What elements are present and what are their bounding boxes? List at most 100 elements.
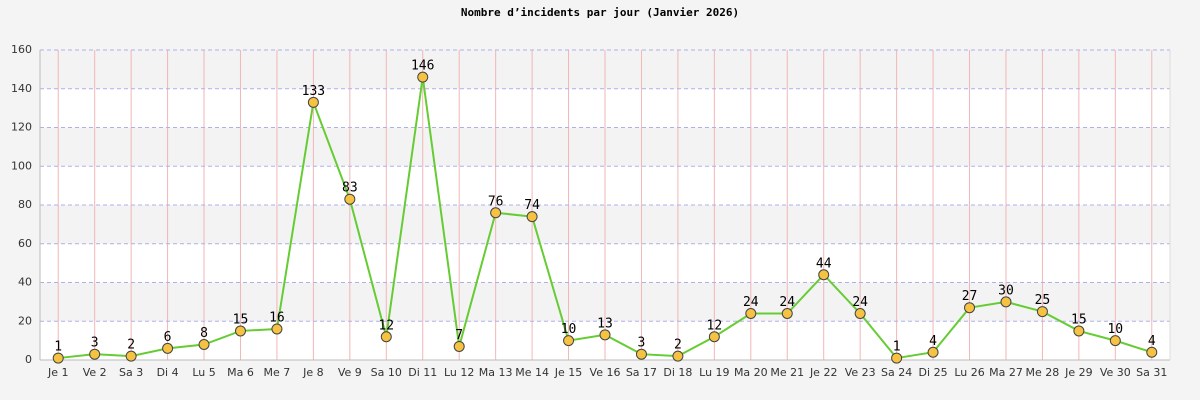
x-tick-label: Di 4	[157, 366, 179, 379]
data-label: 30	[998, 283, 1014, 298]
data-label: 24	[779, 295, 795, 310]
data-label: 1	[893, 340, 901, 355]
data-point	[781, 308, 793, 319]
data-label: 3	[91, 336, 99, 351]
data-label: 15	[1071, 312, 1087, 327]
x-tick-label: Je 1	[47, 366, 69, 379]
x-tick-label: Ma 6	[227, 366, 254, 379]
data-label: 3	[638, 336, 646, 351]
data-point	[1109, 335, 1121, 347]
data-label: 10	[561, 322, 577, 337]
x-tick-label: Ma 20	[734, 366, 768, 379]
x-tick-label: Je 29	[1064, 366, 1093, 379]
y-tick-label: 160	[11, 43, 32, 56]
data-point	[708, 331, 720, 343]
x-tick-label: Di 11	[408, 366, 437, 379]
data-label: 44	[816, 256, 832, 271]
data-label: 74	[524, 198, 540, 213]
data-point	[271, 323, 283, 335]
data-point	[563, 335, 575, 347]
data-point	[599, 329, 611, 341]
x-tick-label: Sa 24	[881, 366, 912, 379]
data-label: 4	[929, 334, 937, 349]
y-tick-label: 140	[11, 82, 32, 95]
x-tick-label: Ve 16	[590, 366, 621, 379]
data-point	[307, 96, 319, 108]
data-point	[52, 352, 64, 364]
y-tick-label: 120	[11, 121, 32, 134]
x-tick-label: Di 18	[663, 366, 692, 379]
data-point	[417, 71, 429, 83]
data-point	[1073, 325, 1085, 337]
data-point	[635, 348, 647, 360]
data-point	[1036, 306, 1048, 318]
data-label: 6	[164, 330, 172, 345]
x-tick-label: Lu 19	[699, 366, 729, 379]
data-label: 2	[674, 338, 682, 353]
data-point	[854, 308, 866, 319]
y-tick-label: 0	[25, 353, 32, 366]
x-tick-label: Ve 2	[83, 366, 107, 379]
x-tick-label: Je 22	[809, 366, 838, 379]
data-label: 27	[962, 289, 978, 304]
x-tick-label: Ma 27	[989, 366, 1023, 379]
data-point	[89, 348, 101, 360]
data-label: 24	[852, 295, 868, 310]
data-point	[198, 339, 210, 350]
x-tick-label: Lu 26	[954, 366, 984, 379]
data-label: 24	[743, 295, 759, 310]
data-point	[453, 340, 465, 352]
data-point	[490, 207, 502, 219]
x-tick-label: Ve 9	[338, 366, 362, 379]
x-tick-label: Je 15	[554, 366, 583, 379]
x-tick-label: Sa 10	[371, 366, 402, 379]
x-tick-label: Di 25	[919, 366, 948, 379]
data-label: 13	[597, 316, 613, 331]
y-tick-label: 20	[18, 314, 32, 327]
y-tick-label: 100	[11, 159, 32, 172]
x-tick-label: Me 21	[770, 366, 804, 379]
x-tick-label: Ma 13	[479, 366, 513, 379]
y-tick-label: 60	[18, 237, 32, 250]
y-tick-label: 40	[18, 276, 32, 289]
data-label: 8	[200, 326, 208, 341]
x-tick-label: Lu 5	[192, 366, 215, 379]
data-label: 76	[488, 194, 504, 209]
data-label: 1	[54, 340, 62, 355]
chart-title: Nombre d’incidents par jour (Janvier 202…	[461, 6, 739, 19]
data-point	[162, 342, 174, 354]
data-label: 2	[127, 338, 135, 353]
data-point	[380, 331, 392, 343]
data-label: 10	[1107, 322, 1123, 337]
data-label: 16	[269, 311, 285, 326]
x-tick-label: Sa 3	[119, 366, 143, 379]
x-tick-label: Sa 17	[626, 366, 657, 379]
data-label: 4	[1148, 334, 1156, 349]
data-point	[1000, 296, 1012, 308]
x-tick-label: Me 7	[264, 366, 291, 379]
data-point	[344, 193, 356, 205]
x-tick-label: Lu 12	[444, 366, 474, 379]
data-point	[891, 352, 903, 364]
data-point	[234, 325, 246, 337]
data-point	[964, 302, 976, 314]
data-label: 15	[233, 312, 249, 327]
x-tick-label: Me 14	[515, 366, 549, 379]
data-label: 146	[411, 59, 434, 74]
data-label: 25	[1035, 293, 1051, 308]
data-point	[927, 346, 939, 358]
x-tick-label: Ve 30	[1100, 366, 1131, 379]
data-point	[1146, 346, 1158, 358]
x-tick-label: Sa 31	[1136, 366, 1167, 379]
data-label: 12	[707, 318, 723, 333]
data-point	[745, 308, 757, 319]
data-label: 12	[378, 318, 394, 333]
data-label: 7	[455, 328, 463, 343]
x-tick-label: Me 28	[1026, 366, 1060, 379]
x-tick-label: Ve 23	[845, 366, 876, 379]
data-point	[672, 350, 684, 362]
data-label: 83	[342, 181, 358, 196]
data-point	[125, 350, 137, 362]
data-label: 133	[302, 84, 325, 99]
